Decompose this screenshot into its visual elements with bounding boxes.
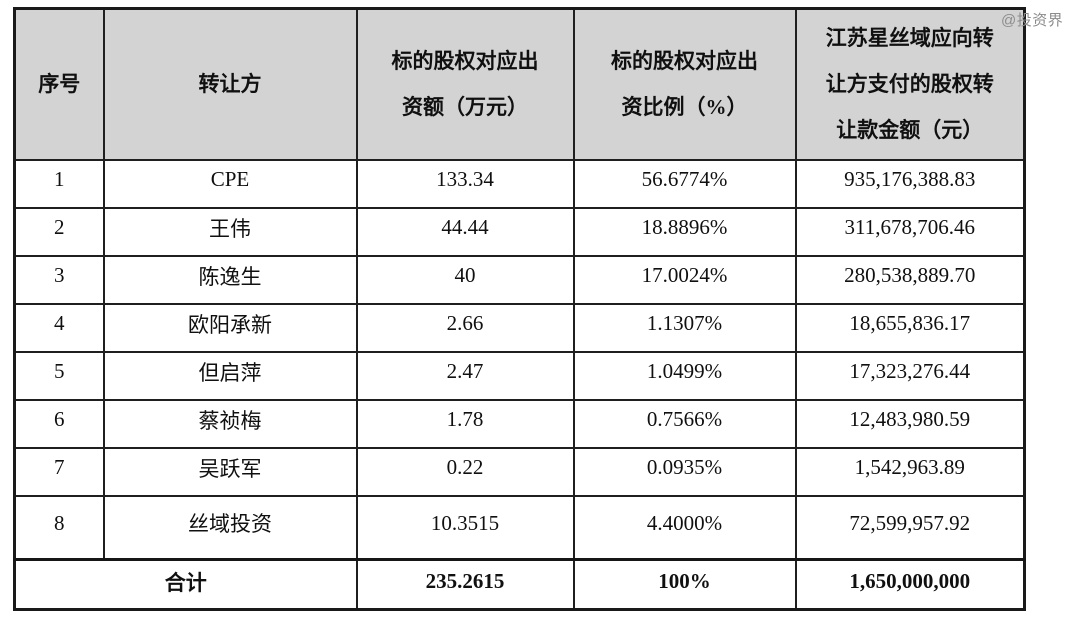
watermark: @投资界	[1001, 12, 1064, 29]
cell-capital-ratio: 0.7566%	[572, 398, 797, 449]
cell-transferor: 吴跃军	[102, 446, 358, 497]
table-row: 7 吴跃军 0.22 0.0935% 1,542,963.89	[13, 446, 1026, 497]
table-row: 6 蔡祯梅 1.78 0.7566% 12,483,980.59	[13, 398, 1026, 449]
header-capital-amount: 标的股权对应出 资额（万元）	[355, 7, 575, 161]
cell-serial-number: 2	[13, 206, 105, 257]
cell-payment-amount: 12,483,980.59	[794, 398, 1026, 449]
cell-payment-amount: 1,542,963.89	[794, 446, 1026, 497]
cell-capital-ratio: 4.4000%	[572, 494, 797, 561]
table-total-row: 合计 235.2615 100% 1,650,000,000	[13, 558, 1026, 611]
cell-total-capital-ratio: 100%	[572, 558, 797, 611]
cell-transferor: CPE	[102, 158, 358, 209]
table-row: 1 CPE 133.34 56.6774% 935,176,388.83	[13, 158, 1026, 209]
cell-total-capital-amount: 235.2615	[355, 558, 575, 611]
cell-capital-amount: 10.3515	[355, 494, 575, 561]
cell-capital-ratio: 18.8896%	[572, 206, 797, 257]
cell-capital-ratio: 1.1307%	[572, 302, 797, 353]
cell-capital-amount: 2.66	[355, 302, 575, 353]
cell-serial-number: 4	[13, 302, 105, 353]
cell-capital-amount: 0.22	[355, 446, 575, 497]
cell-transferor: 丝域投资	[102, 494, 358, 561]
cell-capital-ratio: 0.0935%	[572, 446, 797, 497]
cell-payment-amount: 935,176,388.83	[794, 158, 1026, 209]
cell-transferor: 蔡祯梅	[102, 398, 358, 449]
cell-capital-ratio: 1.0499%	[572, 350, 797, 401]
cell-serial-number: 6	[13, 398, 105, 449]
cell-transferor: 但启萍	[102, 350, 358, 401]
cell-capital-ratio: 56.6774%	[572, 158, 797, 209]
cell-payment-amount: 18,655,836.17	[794, 302, 1026, 353]
table-row: 3 陈逸生 40 17.0024% 280,538,889.70	[13, 254, 1026, 305]
cell-total-label: 合计	[13, 558, 358, 611]
header-payment-amount: 江苏星丝域应向转 让方支付的股权转 让款金额（元）	[794, 7, 1026, 161]
cell-total-payment-amount: 1,650,000,000	[794, 558, 1026, 611]
cell-transferor: 欧阳承新	[102, 302, 358, 353]
table-row: 5 但启萍 2.47 1.0499% 17,323,276.44	[13, 350, 1026, 401]
cell-serial-number: 1	[13, 158, 105, 209]
header-transferor: 转让方	[102, 7, 358, 161]
table-row: 2 王伟 44.44 18.8896% 311,678,706.46	[13, 206, 1026, 257]
cell-serial-number: 7	[13, 446, 105, 497]
cell-transferor: 陈逸生	[102, 254, 358, 305]
table-header-row: 序号 转让方 标的股权对应出 资额（万元） 标的股权对应出 资比例（%） 江苏星…	[13, 7, 1026, 161]
cell-serial-number: 3	[13, 254, 105, 305]
cell-capital-amount: 44.44	[355, 206, 575, 257]
cell-capital-amount: 40	[355, 254, 575, 305]
equity-transfer-table: 序号 转让方 标的股权对应出 资额（万元） 标的股权对应出 资比例（%） 江苏星…	[13, 7, 1026, 611]
cell-serial-number: 8	[13, 494, 105, 561]
header-capital-ratio: 标的股权对应出 资比例（%）	[572, 7, 797, 161]
table-row: 4 欧阳承新 2.66 1.1307% 18,655,836.17	[13, 302, 1026, 353]
header-serial-number: 序号	[13, 7, 105, 161]
cell-payment-amount: 280,538,889.70	[794, 254, 1026, 305]
cell-payment-amount: 17,323,276.44	[794, 350, 1026, 401]
cell-capital-amount: 2.47	[355, 350, 575, 401]
table-row: 8 丝域投资 10.3515 4.4000% 72,599,957.92	[13, 494, 1026, 561]
cell-transferor: 王伟	[102, 206, 358, 257]
cell-capital-ratio: 17.0024%	[572, 254, 797, 305]
cell-payment-amount: 311,678,706.46	[794, 206, 1026, 257]
cell-serial-number: 5	[13, 350, 105, 401]
cell-capital-amount: 133.34	[355, 158, 575, 209]
cell-payment-amount: 72,599,957.92	[794, 494, 1026, 561]
cell-capital-amount: 1.78	[355, 398, 575, 449]
